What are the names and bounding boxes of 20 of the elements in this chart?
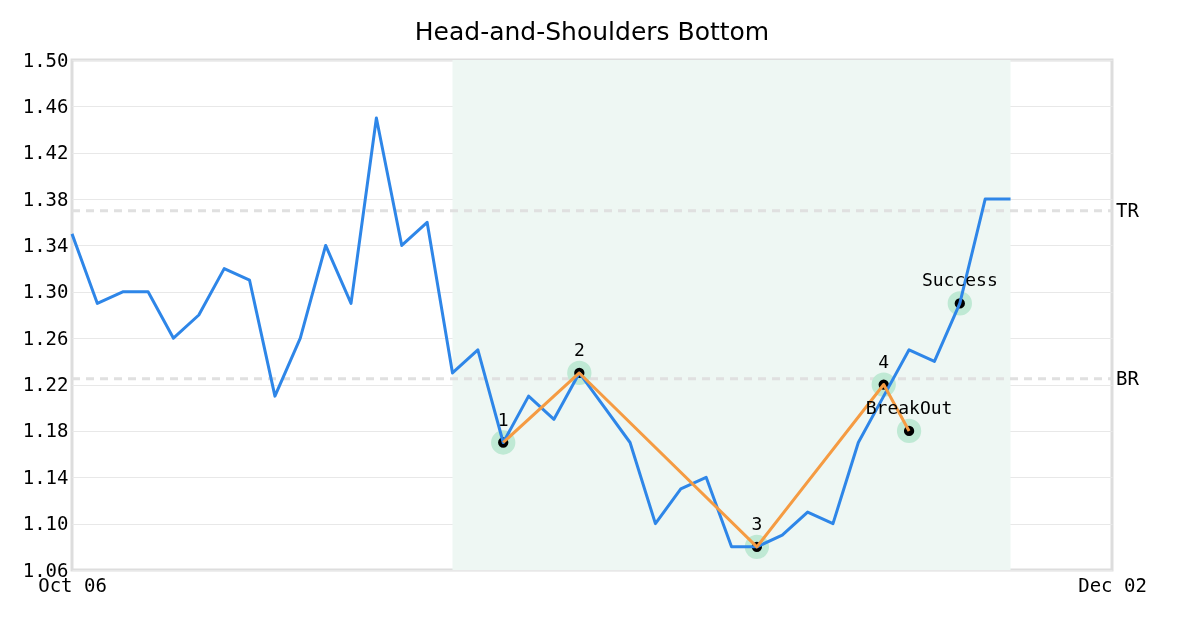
y-tick-label: 1.42 bbox=[22, 141, 69, 164]
y-tick-label: 1.38 bbox=[22, 187, 69, 210]
y-tick-label: 1.22 bbox=[22, 373, 69, 396]
line-series bbox=[70, 116, 1013, 549]
y-tick-label: 1.30 bbox=[22, 280, 69, 303]
series-label: 1 bbox=[497, 408, 509, 430]
series-label: 4 bbox=[878, 350, 890, 372]
chart-title: Head-and-Shoulders Bottom bbox=[414, 17, 770, 46]
ref-line-label: BR bbox=[1116, 366, 1140, 389]
y-tick-label: 1.26 bbox=[22, 326, 69, 349]
ref-line-label: TR bbox=[1116, 198, 1140, 221]
y-tick-label: 1.46 bbox=[22, 94, 69, 117]
y-tick-label: 1.10 bbox=[22, 512, 69, 535]
series-label: 2 bbox=[573, 338, 585, 360]
y-tick-label: 1.50 bbox=[22, 48, 69, 71]
y-tick-label: 1.18 bbox=[22, 419, 69, 442]
series-label: 3 bbox=[751, 512, 763, 534]
x-tick-label: Dec 02 bbox=[1078, 573, 1147, 596]
y-tick-label: 1.34 bbox=[22, 233, 69, 256]
y-tick-label: 1.14 bbox=[22, 465, 69, 488]
